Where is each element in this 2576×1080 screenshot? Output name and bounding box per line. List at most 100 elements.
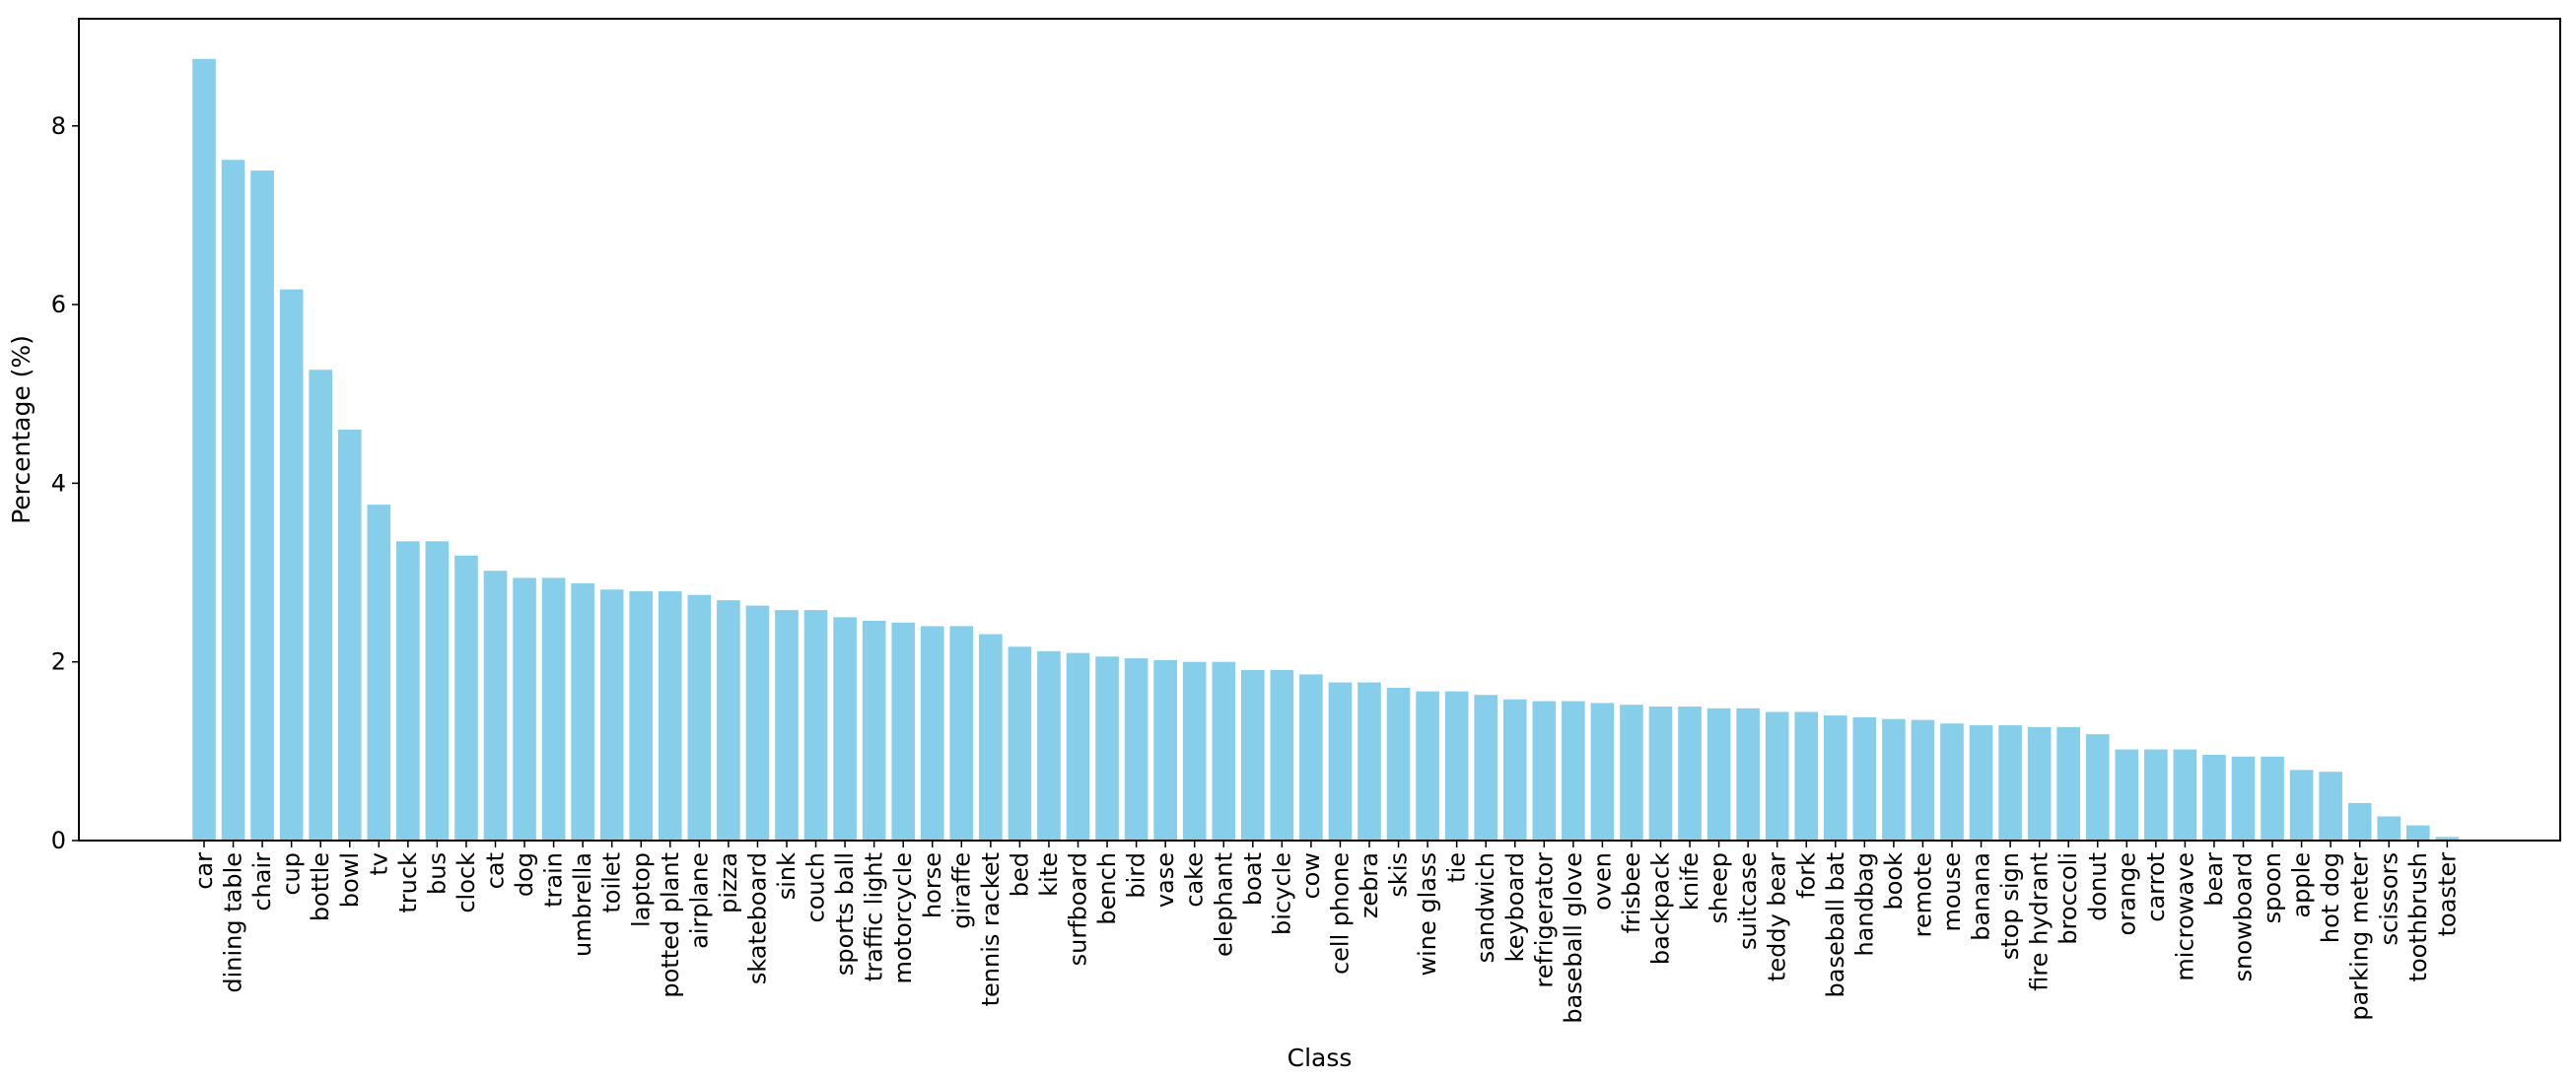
x-tick-label: pizza (715, 852, 742, 913)
x-tick-label: laptop (627, 852, 655, 927)
bar-bottle (309, 370, 332, 841)
x-tick-label: orange (2113, 852, 2140, 935)
bar-scissors (2377, 816, 2402, 841)
x-tick-label: cow (1297, 852, 1325, 900)
x-tick-label: baseball bat (1822, 852, 1849, 997)
x-tick-label: toaster (2433, 852, 2461, 936)
x-tick-label: handbag (1850, 852, 1878, 957)
bar-apple (2289, 770, 2314, 841)
bar-toothbrush (2406, 825, 2430, 841)
bar-backpack (1648, 707, 1673, 841)
x-tick-label: microwave (2171, 852, 2198, 981)
bar-clock (454, 555, 478, 841)
x-tick-label: kite (1035, 852, 1063, 897)
bar-frisbee (1620, 705, 1643, 841)
bar-bus (425, 541, 450, 841)
x-tick-label: sports ball (831, 852, 859, 976)
x-tick-label: bird (1123, 852, 1150, 899)
x-tick-label: hot dog (2317, 852, 2344, 943)
bar-sink (775, 610, 799, 841)
x-tick-label: horse (919, 852, 946, 918)
bar-elephant (1212, 661, 1236, 841)
x-tick-label: dog (511, 852, 538, 897)
x-tick-label: sink (773, 852, 801, 900)
bar-bed (1008, 646, 1032, 841)
x-tick-label: frisbee (1618, 852, 1645, 933)
x-tick-label: motorcycle (889, 852, 917, 984)
bar-horse (920, 626, 944, 841)
x-tick-label: sheep (1706, 852, 1733, 923)
bar-tennis-racket (979, 634, 1003, 841)
x-tick-label: oven (1588, 852, 1616, 911)
bar-cake (1182, 661, 1207, 841)
x-tick-label: zebra (1356, 852, 1383, 918)
x-tick-label: fire hydrant (2026, 852, 2054, 991)
x-tick-label: elephant (1210, 852, 1237, 957)
x-tick-label: skateboard (743, 852, 771, 984)
x-tick-label: couch (802, 852, 830, 923)
x-tick-label: bed (1006, 852, 1033, 897)
bar-cup (279, 289, 304, 841)
x-tick-label: donut (2084, 852, 2112, 921)
x-tick-label: stop sign (1996, 852, 2024, 960)
x-tick-label: fork (1792, 852, 1820, 899)
x-tick-label: snowboard (2230, 852, 2258, 981)
bar-vase (1153, 659, 1177, 841)
x-tick-label: bottle (307, 852, 334, 921)
bar-chair (250, 170, 274, 842)
bar-fork (1794, 711, 1819, 841)
bar-hot-dog (2319, 772, 2342, 841)
x-axis-label: Class (1288, 1044, 1353, 1072)
bar-traffic-light (862, 621, 886, 841)
x-tick-label: car (190, 852, 218, 890)
bar-knife (1678, 707, 1702, 841)
x-tick-label: boat (1239, 852, 1267, 906)
bar-skateboard (745, 605, 770, 841)
bar-fire-hydrant (2027, 726, 2052, 841)
bar-dining-table (221, 160, 245, 842)
x-tick-label: banana (1968, 852, 1995, 941)
bar-laptop (629, 591, 654, 841)
x-tick-label: remote (1909, 852, 1936, 937)
bar-broccoli (2056, 726, 2080, 841)
bar-zebra (1358, 682, 1381, 841)
bar-baseball-bat (1824, 715, 1847, 841)
y-tick-label: 8 (51, 112, 66, 140)
bar-bowl (337, 430, 362, 841)
bar-keyboard (1502, 699, 1527, 841)
x-tick-label: clock (453, 852, 480, 913)
bar-refrigerator (1532, 701, 1557, 841)
x-tick-label: tv (365, 852, 392, 876)
bar-cat (483, 571, 508, 841)
x-tick-label: parking meter (2346, 852, 2374, 1021)
bar-parking-meter (2347, 802, 2372, 841)
y-tick-label: 2 (51, 648, 66, 676)
bar-suitcase (1736, 708, 1760, 841)
bar-boat (1241, 669, 1265, 841)
x-tick-label: toilet (598, 852, 626, 913)
x-tick-label: skis (1385, 852, 1413, 898)
bar-handbag (1852, 716, 1877, 841)
bar-train (541, 577, 566, 841)
bar-carrot (2144, 749, 2168, 841)
bar-toaster (2435, 837, 2460, 841)
bar-umbrella (571, 582, 594, 841)
bar-sandwich (1474, 695, 1497, 841)
bar-baseball-glove (1562, 701, 1585, 841)
x-tick-label: train (540, 852, 568, 908)
bar-orange (2115, 749, 2139, 841)
bar-giraffe (949, 626, 974, 841)
x-tick-label: suitcase (1734, 852, 1762, 950)
y-tick-label: 6 (51, 291, 66, 318)
x-tick-label: tennis racket (977, 852, 1005, 1006)
x-tick-label: chair (248, 852, 276, 911)
bar-truck (396, 541, 420, 841)
bar-bench (1095, 656, 1119, 841)
bar-stop-sign (1998, 725, 2022, 841)
bar-remote (1911, 719, 1935, 841)
bars-group (192, 58, 2460, 842)
x-tick-label: bench (1093, 852, 1121, 925)
bar-snowboard (2231, 756, 2256, 841)
x-tick-label: bus (423, 852, 451, 895)
